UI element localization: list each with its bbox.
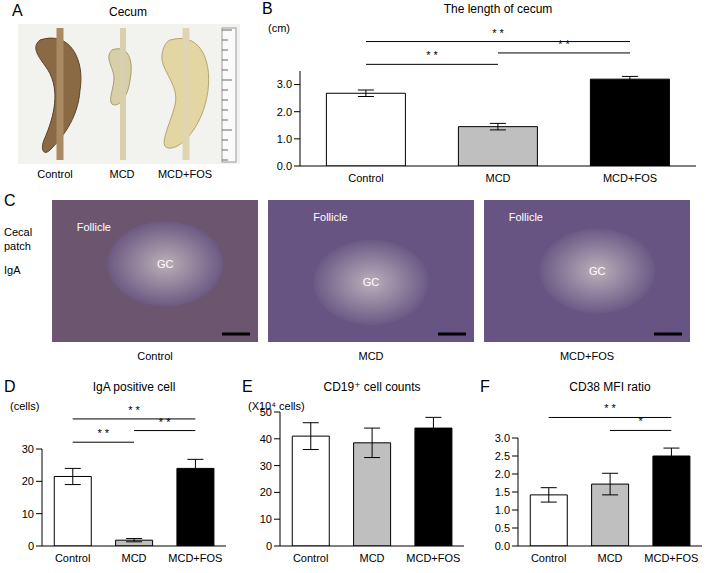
svg-text:MCD: MCD: [485, 172, 510, 184]
svg-text:50: 50: [260, 406, 272, 418]
svg-text:Cecum: Cecum: [109, 5, 147, 19]
svg-text:Control: Control: [37, 168, 72, 180]
svg-text:* *: * *: [98, 427, 110, 439]
svg-text:20: 20: [260, 486, 272, 498]
svg-text:10: 10: [22, 508, 34, 520]
svg-text:* *: * *: [558, 38, 570, 50]
svg-text:IgA: IgA: [4, 264, 21, 276]
svg-text:MCD: MCD: [358, 350, 383, 362]
svg-text:GC: GC: [157, 258, 174, 270]
svg-text:Control: Control: [55, 552, 90, 564]
svg-text:MCD+FOS: MCD+FOS: [644, 552, 698, 564]
svg-text:MCD: MCD: [597, 552, 622, 564]
svg-text:MCD+FOS: MCD+FOS: [168, 552, 222, 564]
svg-text:* *: * *: [159, 416, 171, 428]
svg-text:1.0: 1.0: [277, 133, 292, 145]
svg-text:3.0: 3.0: [277, 78, 292, 90]
svg-text:40: 40: [260, 433, 272, 445]
svg-text:0: 0: [28, 540, 34, 552]
svg-text:2.0: 2.0: [495, 468, 510, 480]
svg-text:0.5: 0.5: [495, 522, 510, 534]
svg-text:MCD: MCD: [359, 552, 384, 564]
svg-text:2.5: 2.5: [495, 450, 510, 462]
svg-text:3.0: 3.0: [495, 432, 510, 444]
svg-text:Follicle: Follicle: [509, 211, 543, 223]
svg-text:* *: * *: [426, 49, 438, 61]
svg-text:MCD: MCD: [109, 168, 134, 180]
svg-text:Control: Control: [137, 350, 172, 362]
svg-text:0.0: 0.0: [495, 540, 510, 552]
svg-text:Cecal: Cecal: [4, 226, 32, 238]
svg-text:*: *: [639, 415, 644, 427]
svg-text:patch: patch: [4, 240, 31, 252]
svg-text:A: A: [12, 2, 23, 19]
svg-text:* *: * *: [492, 27, 504, 39]
svg-text:10: 10: [260, 513, 272, 525]
svg-text:MCD+FOS: MCD+FOS: [560, 350, 614, 362]
svg-text:Control: Control: [531, 552, 566, 564]
svg-text:0.0: 0.0: [277, 160, 292, 172]
svg-text:MCD+FOS: MCD+FOS: [603, 172, 657, 184]
svg-text:MCD+FOS: MCD+FOS: [406, 552, 460, 564]
svg-text:1.0: 1.0: [495, 504, 510, 516]
svg-text:30: 30: [260, 460, 272, 472]
svg-text:GC: GC: [363, 276, 380, 288]
svg-text:Follicle: Follicle: [313, 211, 347, 223]
svg-text:30: 30: [22, 443, 34, 455]
svg-text:MCD+FOS: MCD+FOS: [158, 168, 212, 180]
svg-text:Follicle: Follicle: [77, 221, 111, 233]
svg-text:* *: * *: [604, 402, 616, 414]
svg-text:0: 0: [266, 540, 272, 552]
svg-text:2.0: 2.0: [277, 106, 292, 118]
svg-text:20: 20: [22, 475, 34, 487]
svg-text:C: C: [4, 192, 16, 209]
svg-text:MCD: MCD: [121, 552, 146, 564]
svg-text:GC: GC: [589, 265, 606, 277]
svg-text:1.5: 1.5: [495, 486, 510, 498]
svg-text:* *: * *: [128, 404, 140, 416]
svg-text:Control: Control: [293, 552, 328, 564]
svg-text:Control: Control: [348, 172, 383, 184]
